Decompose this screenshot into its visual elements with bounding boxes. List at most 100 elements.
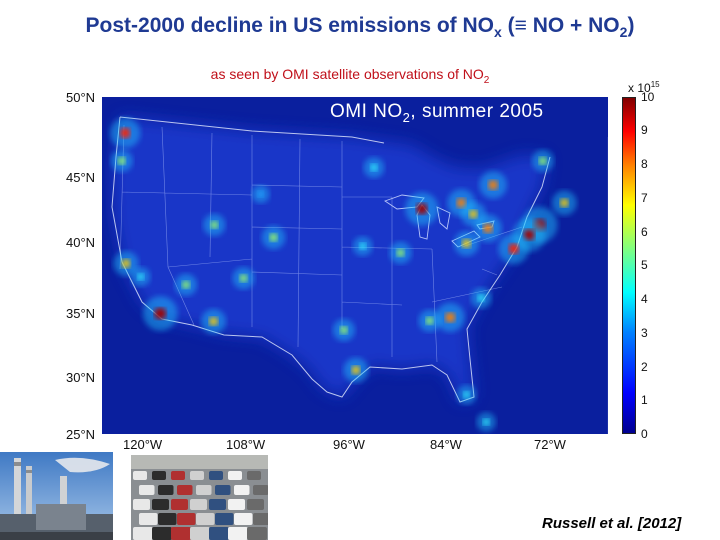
car [177, 485, 193, 495]
car [215, 513, 234, 525]
hotspot-los-angeles [154, 307, 167, 320]
car [209, 499, 226, 510]
power-plant-photo [0, 452, 113, 540]
hotspot-montreal [539, 157, 547, 165]
car [209, 471, 223, 480]
lat-label: 40°N [66, 235, 96, 250]
lat-label: 35°N [66, 306, 96, 321]
hotspot-philadelphia [523, 229, 535, 241]
cars [133, 471, 268, 540]
car [228, 527, 248, 540]
car [190, 527, 210, 540]
car [158, 513, 177, 525]
car [253, 513, 268, 525]
citation: Russell et al. [2012] [542, 515, 682, 532]
hotspot-ohio-valley [462, 239, 471, 248]
hotspot-chicago [416, 203, 428, 215]
car [247, 499, 264, 510]
hotspot-seattle [120, 127, 131, 139]
colorbar-tick: 3 [641, 326, 648, 340]
hotspot-pittsburgh [483, 223, 493, 233]
state-boundaries [119, 124, 523, 363]
hotspot-minneapolis [370, 164, 378, 172]
car [196, 513, 215, 525]
car [247, 471, 261, 480]
colorbar-tick: 1 [641, 393, 648, 407]
car [152, 527, 172, 540]
colorbar-tick: 7 [641, 191, 648, 205]
colorbar-tick: 8 [641, 157, 648, 171]
car [152, 471, 166, 480]
hotspot-boston [560, 198, 569, 208]
lat-label: 25°N [66, 427, 96, 442]
slide-subtitle: as seen by OMI satellite observations of… [210, 66, 490, 86]
car [234, 485, 250, 495]
colorbar-scale: x 1015 [628, 80, 660, 95]
no2-map [102, 97, 608, 434]
hotspot-las-vegas [182, 281, 190, 289]
car [139, 513, 158, 525]
hotspot-washington [508, 243, 519, 254]
car [228, 499, 245, 510]
hotspot-salt-lake-city [210, 221, 219, 229]
car [171, 527, 191, 540]
colorbar-tick: 9 [641, 123, 648, 137]
map-title: OMI NO2, summer 2005 [330, 101, 544, 125]
hotspot-layer [110, 117, 577, 432]
car [171, 471, 185, 480]
car [152, 499, 169, 510]
colorbar [622, 97, 636, 434]
hotspot-phoenix [209, 317, 218, 326]
car [190, 499, 207, 510]
colorbar-tick: 6 [641, 225, 648, 239]
slide-title: Post-2000 decline in US emissions of NOx… [85, 14, 635, 41]
hotspot-portland [117, 157, 126, 165]
car [139, 485, 155, 495]
hotspot-houston [351, 365, 361, 375]
car [196, 485, 212, 495]
hotspot-miami [482, 418, 490, 426]
lon-label: 120°W [123, 437, 163, 452]
car [190, 471, 204, 480]
car [215, 485, 231, 495]
colorbar-tick: 0 [641, 427, 648, 441]
lat-label: 50°N [66, 90, 96, 105]
hotspot-st-louis [396, 249, 405, 257]
hotspot-birmingham [425, 317, 434, 325]
lon-label: 84°W [430, 437, 462, 452]
hotspot-san-francisco [121, 259, 131, 268]
lon-label: 108°W [226, 437, 266, 452]
traffic-jam-photo [131, 455, 268, 540]
lon-label: 72°W [534, 437, 566, 452]
colorbar-tick: 5 [641, 258, 648, 272]
car [209, 527, 229, 540]
car [253, 485, 268, 495]
car [133, 527, 153, 540]
car [133, 471, 147, 480]
hotspot-denver [269, 233, 278, 242]
hotspot-atlanta [445, 312, 456, 323]
hotspot-tampa [463, 391, 470, 399]
lat-label: 45°N [66, 170, 96, 185]
colorbar-tick: 2 [641, 360, 648, 374]
car [234, 513, 253, 525]
hotspot-wyoming-coal [257, 191, 264, 198]
lon-label: 96°W [333, 437, 365, 452]
car [171, 499, 188, 510]
car [133, 499, 150, 510]
hotspot-kansas-city [359, 242, 367, 250]
colorbar-tick: 4 [641, 292, 648, 306]
car [247, 527, 267, 540]
hotspot-four-corners [239, 274, 248, 282]
hotspot-toronto [488, 180, 498, 190]
colorbar-tick: 10 [641, 90, 655, 104]
hotspot-dallas [340, 326, 348, 334]
lat-label: 30°N [66, 370, 96, 385]
car [158, 485, 174, 495]
hotspot-charlotte [477, 294, 485, 302]
hotspot-cleveland [469, 210, 478, 219]
car [177, 513, 196, 525]
hotspot-detroit [456, 198, 466, 208]
hotspot-central-valley [137, 273, 144, 281]
car [228, 471, 242, 480]
